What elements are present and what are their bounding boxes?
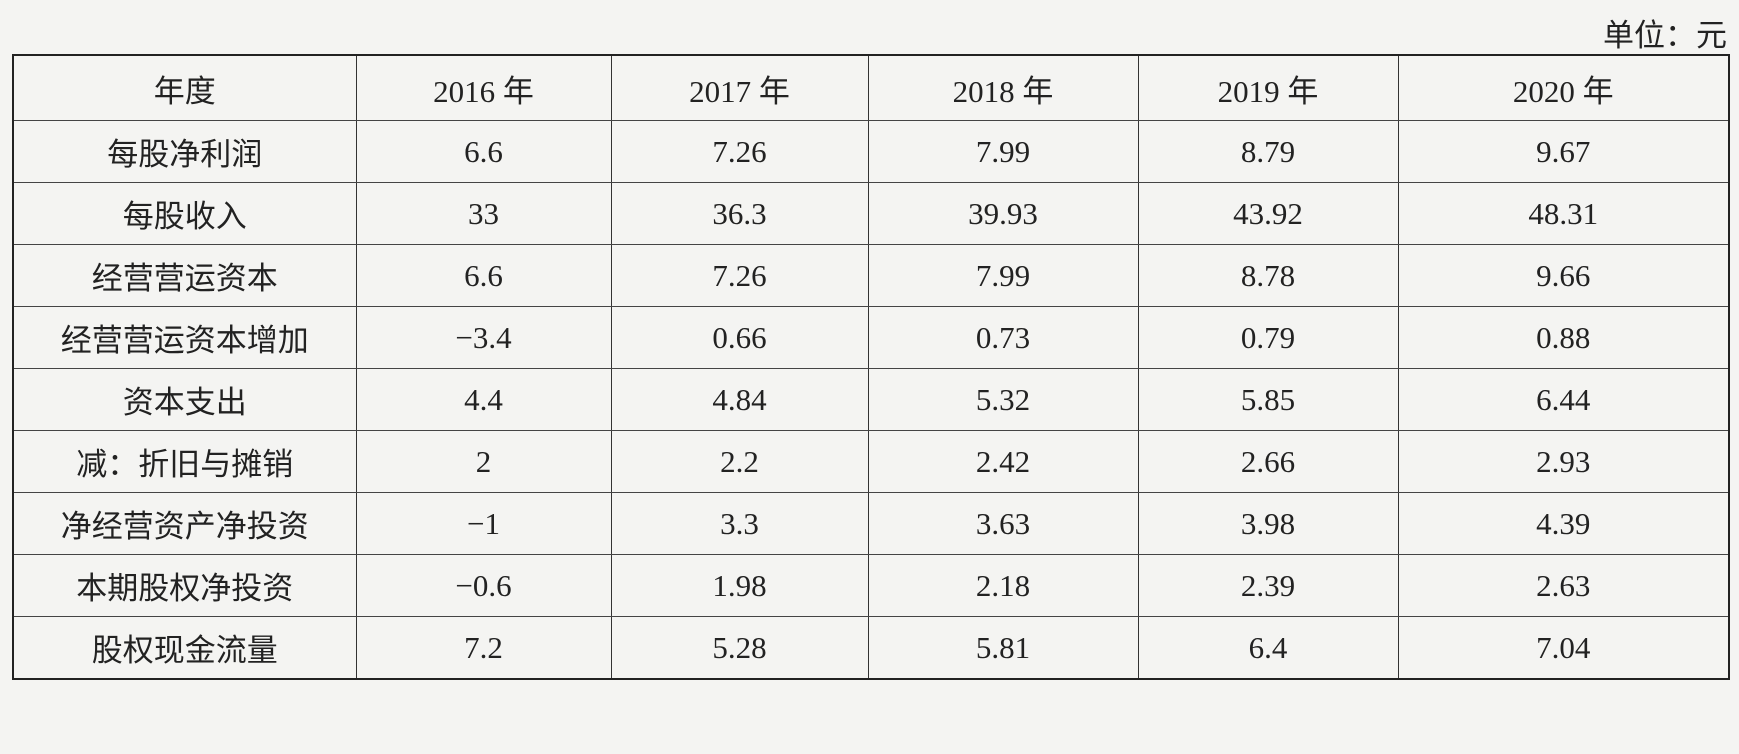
column-header: 2019 年: [1137, 54, 1399, 121]
row-label: 减：折旧与摊销: [12, 430, 357, 493]
cell: 7.04: [1397, 616, 1730, 680]
cell: 2.18: [867, 554, 1139, 617]
cell: 33: [355, 182, 612, 245]
header-row: 年度 2016 年 2017 年 2018 年 2019 年 2020 年: [12, 54, 1730, 121]
cell: 0.88: [1397, 306, 1730, 369]
table-row: 净经营资产净投资 −1 3.3 3.63 3.98 4.39: [12, 492, 1730, 555]
row-label: 每股收入: [12, 182, 357, 245]
cell: −1: [355, 492, 612, 555]
cell: 48.31: [1397, 182, 1730, 245]
cell: 5.81: [867, 616, 1139, 680]
column-header: 2020 年: [1397, 54, 1730, 121]
cell: 43.92: [1137, 182, 1399, 245]
table-body: 每股净利润 6.6 7.26 7.99 8.79 9.67 每股收入 33 36.3 39.93 4…: [12, 120, 1730, 680]
cell: 5.28: [610, 616, 869, 680]
cell: 6.6: [355, 120, 612, 183]
cell: −0.6: [355, 554, 612, 617]
cell: 8.78: [1137, 244, 1399, 307]
data-table: 年度 2016 年 2017 年 2018 年 2019 年 2020 年 每股净利润 6.…: [12, 54, 1730, 680]
row-label: 每股净利润: [12, 120, 357, 183]
cell: 4.39: [1397, 492, 1730, 555]
cell: 2.93: [1397, 430, 1730, 493]
table-row: 本期股权净投资 −0.6 1.98 2.18 2.39 2.63: [12, 554, 1730, 617]
row-label: 股权现金流量: [12, 616, 357, 680]
cell: 0.66: [610, 306, 869, 369]
row-label: 资本支出: [12, 368, 357, 431]
cell: 1.98: [610, 554, 869, 617]
cell: 7.2: [355, 616, 612, 680]
cell: 0.79: [1137, 306, 1399, 369]
cell: 2.39: [1137, 554, 1399, 617]
cell: 39.93: [867, 182, 1139, 245]
cell: 2.66: [1137, 430, 1399, 493]
cell: 2.42: [867, 430, 1139, 493]
column-header: 2018 年: [867, 54, 1139, 121]
table-row: 减：折旧与摊销 2 2.2 2.42 2.66 2.93: [12, 430, 1730, 493]
column-header: 2016 年: [355, 54, 612, 121]
row-label: 本期股权净投资: [12, 554, 357, 617]
cell: 6.4: [1137, 616, 1399, 680]
cell: 7.99: [867, 244, 1139, 307]
cell: 2.63: [1397, 554, 1730, 617]
cell: 4.84: [610, 368, 869, 431]
cell: 6.44: [1397, 368, 1730, 431]
row-label: 净经营资产净投资: [12, 492, 357, 555]
cell: 5.85: [1137, 368, 1399, 431]
cell: 8.79: [1137, 120, 1399, 183]
cell: 7.26: [610, 244, 869, 307]
cell: 9.66: [1397, 244, 1730, 307]
column-header: 年度: [12, 54, 357, 121]
table-row: 每股净利润 6.6 7.26 7.99 8.79 9.67: [12, 120, 1730, 183]
row-label: 经营营运资本: [12, 244, 357, 307]
column-header: 2017 年: [610, 54, 869, 121]
cell: 3.3: [610, 492, 869, 555]
row-label: 经营营运资本增加: [12, 306, 357, 369]
table-row: 经营营运资本增加 −3.4 0.66 0.73 0.79 0.88: [12, 306, 1730, 369]
cell: 0.73: [867, 306, 1139, 369]
cell: 3.98: [1137, 492, 1399, 555]
table-row: 每股收入 33 36.3 39.93 43.92 48.31: [12, 182, 1730, 245]
cell: 3.63: [867, 492, 1139, 555]
cell: −3.4: [355, 306, 612, 369]
unit-label: 单位：元: [1603, 18, 1727, 53]
cell: 2: [355, 430, 612, 493]
cell: 5.32: [867, 368, 1139, 431]
cell: 7.26: [610, 120, 869, 183]
table-row: 经营营运资本 6.6 7.26 7.99 8.78 9.66: [12, 244, 1730, 307]
cell: 9.67: [1397, 120, 1730, 183]
table-row: 股权现金流量 7.2 5.28 5.81 6.4 7.04: [12, 616, 1730, 680]
cell: 4.4: [355, 368, 612, 431]
table-row: 资本支出 4.4 4.84 5.32 5.85 6.44: [12, 368, 1730, 431]
cell: 36.3: [610, 182, 869, 245]
cell: 6.6: [355, 244, 612, 307]
cell: 7.99: [867, 120, 1139, 183]
cell: 2.2: [610, 430, 869, 493]
